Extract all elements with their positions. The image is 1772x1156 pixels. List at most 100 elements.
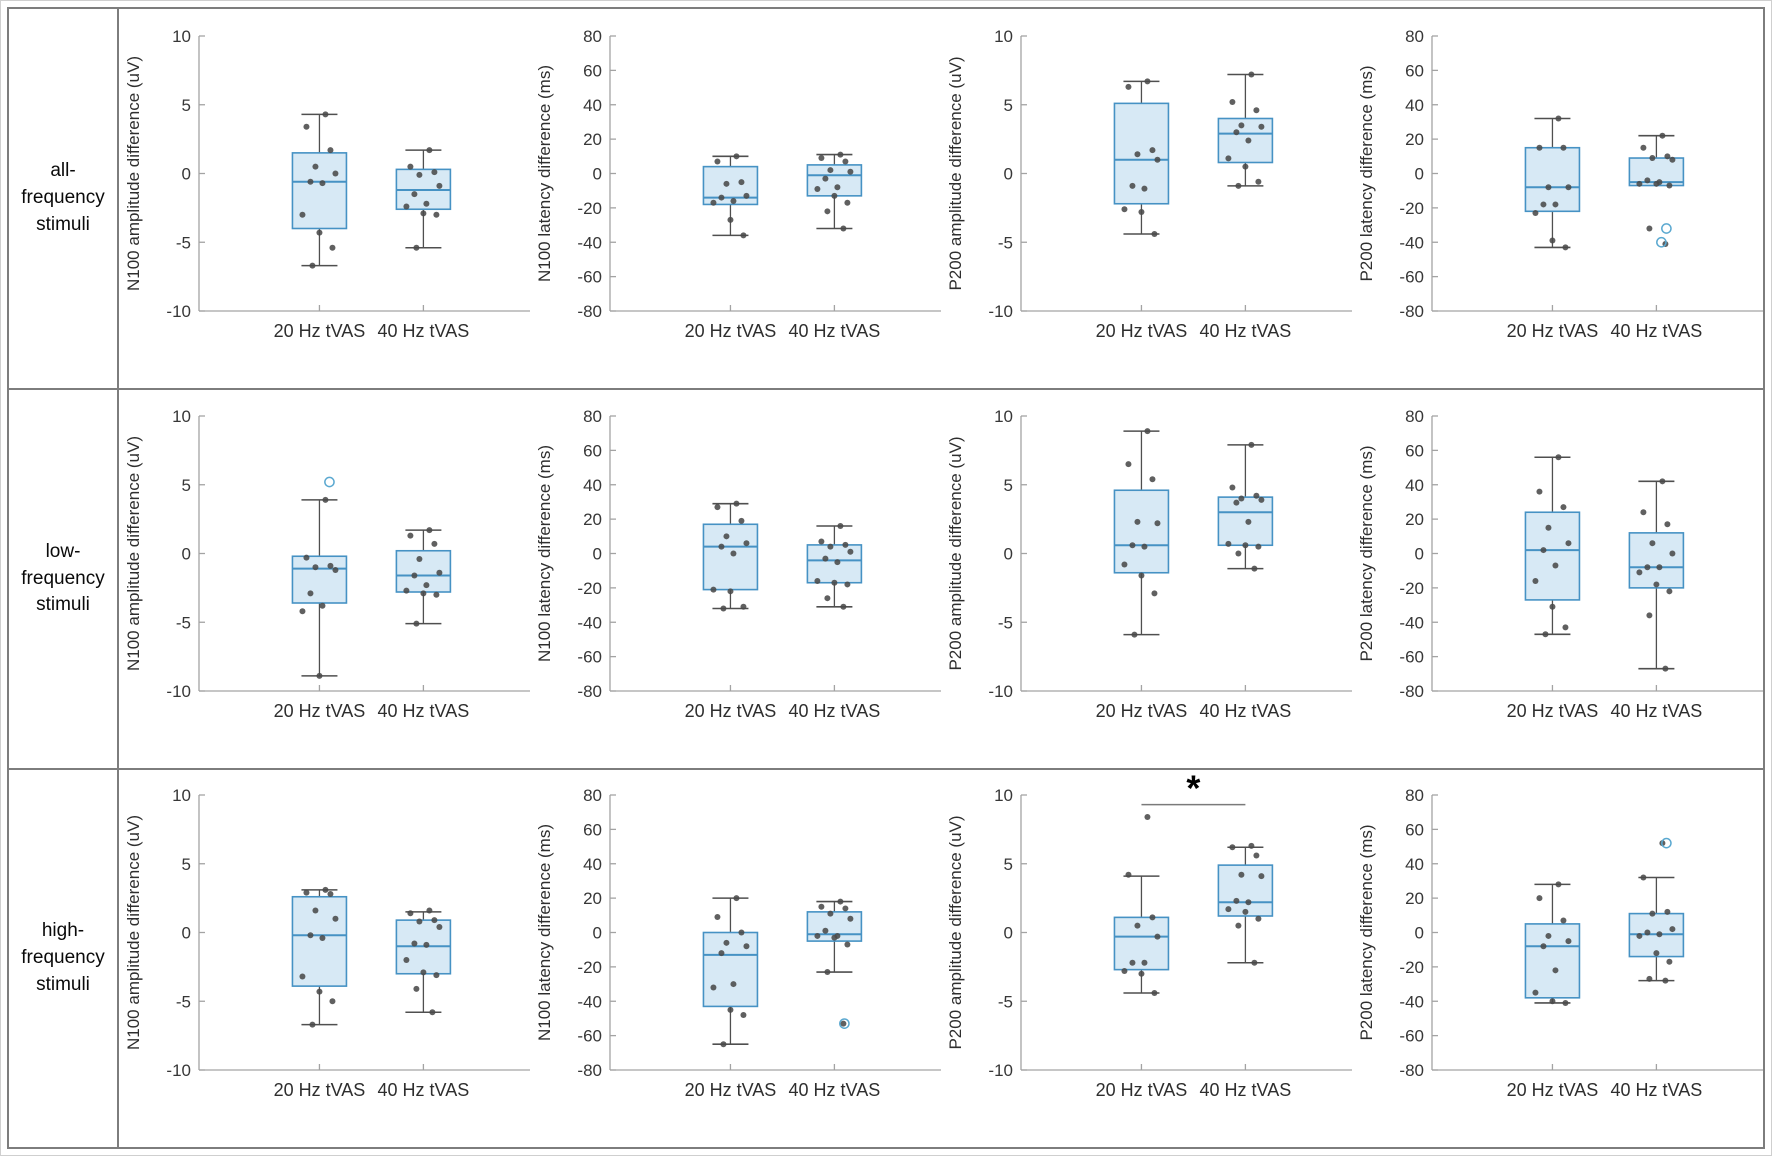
figure-row-1: all- frequency stimuli -10 -5 0 5 10 20 Hz tVA… [9,9,1763,389]
data-point [1248,71,1255,78]
panel-r3c3: -10 -5 0 5 10 20 Hz tVAS 40 Hz tVAS P200 amplit… [941,770,1352,1147]
y-tick-label: -60 [577,1027,602,1046]
y-tick-label: 60 [583,61,602,80]
y-tick-label: -5 [998,233,1013,252]
data-point [413,244,420,251]
data-point [1646,225,1653,232]
box-20hz [702,895,759,1048]
data-point [723,180,730,187]
y-axis-title: P200 amplitude difference (uV) [946,56,965,290]
data-point [1640,144,1647,151]
data-point [431,168,438,175]
x-category-label: 20 Hz tVAS [274,701,366,721]
box-40hz [1628,478,1685,672]
y-tick-label: -40 [577,613,602,632]
data-point [1646,612,1653,619]
data-point [1229,484,1236,491]
outlier-marker [1656,236,1667,248]
y-tick-label: -40 [1399,993,1424,1012]
data-point [1141,960,1148,967]
y-tick-label: 10 [994,407,1013,426]
data-point [316,988,323,995]
y-tick-label: -20 [1399,579,1424,598]
y-axis-title: N100 amplitude difference (uV) [124,56,143,291]
panel-r2c4: -80 -60 -40 -20 0 20 40 60 80 20 Hz tVAS 40 Hz tVA… [1352,390,1763,767]
data-point [1666,182,1673,189]
data-point [1562,624,1569,631]
data-point [842,541,849,548]
data-point [740,1012,747,1019]
y-tick-label: -60 [1399,267,1424,286]
y-tick-label: 20 [1405,130,1424,149]
y-tick-label: 40 [1405,95,1424,114]
data-point [1653,950,1660,957]
boxplot-r2c4: -80 -60 -40 -20 0 20 40 60 80 20 Hz tVAS 40 Hz tVA… [1357,407,1763,721]
y-tick-label: 60 [1405,441,1424,460]
x-category-label: 40 Hz tVAS [378,701,470,721]
y-tick-label: 0 [182,544,191,563]
x-category-label: 40 Hz tVAS [378,1080,470,1100]
data-point [420,969,427,976]
data-point [1562,1000,1569,1007]
x-category-label: 40 Hz tVAS [789,321,881,341]
data-point [309,1021,316,1028]
data-point [1144,428,1151,435]
data-point [1151,230,1158,237]
boxplot-r1c3: -10 -5 0 5 10 20 Hz tVAS 40 Hz tVAS P200 amplit… [946,27,1352,341]
x-category-label: 20 Hz tVAS [1507,701,1599,721]
figure-frame: all- frequency stimuli -10 -5 0 5 10 20 Hz tVA… [7,7,1765,1149]
panel-r1c2: -80 -60 -40 -20 0 20 40 60 80 20 Hz tVAS 40 Hz tVA… [530,9,941,388]
data-point [1225,906,1232,913]
data-point [1255,178,1262,185]
y-tick-label: -40 [577,233,602,252]
data-point [1229,844,1236,851]
data-point [1149,914,1156,921]
y-tick-label: 40 [1405,476,1424,495]
box-40hz [1628,132,1685,248]
y-tick-label: -10 [166,682,191,701]
data-point [740,232,747,239]
data-point [1141,543,1148,550]
data-point [329,244,336,251]
data-point [307,932,314,939]
data-point [1238,872,1245,879]
y-tick-label: 10 [994,786,1013,805]
data-point [1664,521,1671,528]
data-point [727,588,734,595]
y-tick-label: -60 [577,648,602,667]
data-point [303,554,310,561]
data-point [834,559,841,566]
data-point [403,957,410,964]
data-point [831,934,838,941]
x-category-label: 20 Hz tVAS [274,1080,366,1100]
data-point [842,905,849,912]
y-tick-label: 40 [583,95,602,114]
y-tick-label: 10 [172,407,191,426]
data-point [827,543,834,550]
outlier-marker [1661,222,1672,234]
outlier-marker [839,1018,850,1030]
data-point [426,907,433,914]
data-point [837,151,844,158]
y-tick-label: 80 [583,27,602,46]
boxplot-r2c3: -10 -5 0 5 10 20 Hz tVAS 40 Hz tVAS P200 amplit… [946,407,1352,721]
data-point [411,940,418,947]
y-axis-title: P200 amplitude difference (uV) [946,816,965,1050]
data-point [718,194,725,201]
data-point [423,942,430,949]
box-20hz [291,111,348,269]
data-point [309,262,316,269]
data-point [1649,154,1656,161]
y-axis-title: N100 latency difference (ms) [535,65,554,282]
y-tick-label: -10 [166,1061,191,1080]
data-point [1245,899,1252,906]
y-tick-label: -80 [577,302,602,321]
outlier-marker [1661,838,1672,849]
y-tick-label: 10 [172,786,191,805]
y-axis-title: N100 latency difference (ms) [535,824,554,1041]
data-point [307,178,314,185]
y-tick-label: 60 [1405,61,1424,80]
box-40hz [1217,843,1274,967]
boxplot-r2c2: -80 -60 -40 -20 0 20 40 60 80 20 Hz tVAS 40 Hz tVA… [535,407,941,721]
data-point [1669,550,1676,557]
